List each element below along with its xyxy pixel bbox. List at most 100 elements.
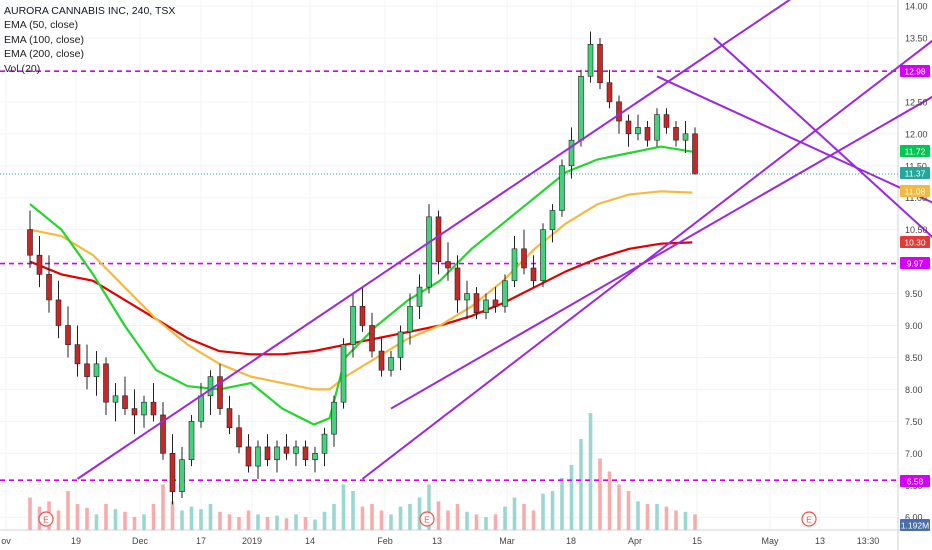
candle-body <box>682 133 689 141</box>
volume-bar <box>132 517 137 530</box>
y-tick-label: 8.50 <box>905 353 923 363</box>
volume-bar <box>189 506 194 530</box>
legend-volume[interactable]: Vol (20) <box>4 62 41 75</box>
volume-bar <box>417 497 422 530</box>
y-tick-label: 7.00 <box>905 449 923 459</box>
price-label-box <box>900 145 930 157</box>
candle-body <box>27 229 33 256</box>
earnings-marker-label: E <box>424 515 430 525</box>
legend-ema-200[interactable]: EMA (200, close) <box>4 48 84 61</box>
volume-bar <box>313 519 317 530</box>
volume-bar <box>66 491 70 530</box>
candle-body <box>236 427 242 448</box>
volume-bar <box>379 510 384 530</box>
candle-body <box>312 452 318 460</box>
volume-bar <box>322 511 327 530</box>
candle-body <box>198 395 204 422</box>
volume-bar <box>550 491 555 530</box>
candle-body <box>141 401 147 416</box>
trend-channels[interactable] <box>76 0 932 480</box>
candle-body <box>55 299 62 326</box>
candle-body <box>46 274 52 301</box>
volume-bar <box>227 514 232 530</box>
candle-body <box>65 325 71 345</box>
volume-bar <box>408 504 412 530</box>
volume-bar <box>674 510 678 530</box>
volume-bar <box>693 514 697 530</box>
candle-body <box>255 446 261 467</box>
volume-bar <box>142 514 146 530</box>
volume-bar <box>28 497 32 530</box>
candle-body <box>521 248 527 269</box>
volume-bar <box>161 484 165 530</box>
x-tick-label: Dec <box>132 536 149 546</box>
legend-ema-100[interactable]: EMA (100, close) <box>4 33 84 46</box>
price-label-box <box>900 519 930 531</box>
volume-bar <box>341 484 346 530</box>
candle-body <box>445 261 451 269</box>
price-label-text: 9.97 <box>907 259 924 269</box>
candle-body <box>549 210 556 230</box>
volume-bar <box>522 504 526 530</box>
volume-bar <box>113 509 118 530</box>
x-tick-label: 2019 <box>242 536 262 546</box>
volume-bar <box>123 511 127 530</box>
legend-ema-50[interactable]: EMA (50, close) <box>4 19 79 32</box>
volume-bar <box>607 471 612 530</box>
volume-bar <box>303 517 308 530</box>
volume-bar <box>446 510 450 530</box>
candle-body <box>616 101 622 122</box>
volume-bar <box>465 511 469 530</box>
x-tick-label: 17 <box>196 536 206 546</box>
volume-bar <box>436 501 441 530</box>
candle-body <box>350 306 356 345</box>
candle-body <box>217 376 223 409</box>
earnings-marker-circle <box>801 511 817 527</box>
earnings-marker-circle <box>419 511 435 527</box>
y-tick-label: 10.50 <box>905 225 928 235</box>
candle-body <box>331 401 337 435</box>
x-axis[interactable]: ov 19 Dec 17 2019 14 Feb 13 Mar 18 Apr 15 May 13 13:30 <box>1 536 879 546</box>
price-label-text: 12.98 <box>904 67 926 77</box>
volume-bar <box>180 510 184 530</box>
candle-body <box>625 120 632 135</box>
candle-body <box>179 459 185 492</box>
volume-bar <box>655 504 659 530</box>
legend-title[interactable]: AURORA CANNABIS INC, 240, TSX <box>4 5 176 17</box>
volume-bar <box>75 504 80 530</box>
horizontal-levels[interactable] <box>0 70 898 481</box>
candle-body <box>673 127 679 141</box>
x-tick-label: May <box>761 536 779 546</box>
volume-bar <box>493 514 498 530</box>
volume-bar <box>170 501 175 530</box>
volume-bar <box>598 458 602 530</box>
price-label-text: 1.192M <box>901 521 929 531</box>
candle-body <box>84 363 90 377</box>
x-tick-label: 13 <box>432 536 442 546</box>
price-label-box <box>900 65 930 77</box>
channel-line <box>76 0 791 480</box>
candle-body <box>245 446 252 467</box>
price-label-text: 11.37 <box>905 169 926 179</box>
candle-body <box>188 421 195 460</box>
candle-body <box>122 395 128 409</box>
volume-bar <box>626 491 631 530</box>
candle-body <box>597 44 603 83</box>
volume-bar <box>332 504 336 530</box>
candle-body <box>663 114 670 128</box>
volume-bar <box>512 497 517 530</box>
candle-body <box>635 127 641 135</box>
x-tick-label: Feb <box>377 536 393 546</box>
x-tick-label: Mar <box>499 536 515 546</box>
x-tick-label: 19 <box>71 536 81 546</box>
x-tick-label: Apr <box>628 536 642 546</box>
candle-body <box>397 331 404 358</box>
earnings-marker-label: E <box>43 515 49 525</box>
candle-body <box>283 446 290 454</box>
candle-body <box>454 267 461 301</box>
candle-body <box>559 165 565 211</box>
chart-legend: AURORA CANNABIS INC, 240, TSX EMA (50, c… <box>4 4 175 76</box>
volume-bar <box>370 504 374 530</box>
